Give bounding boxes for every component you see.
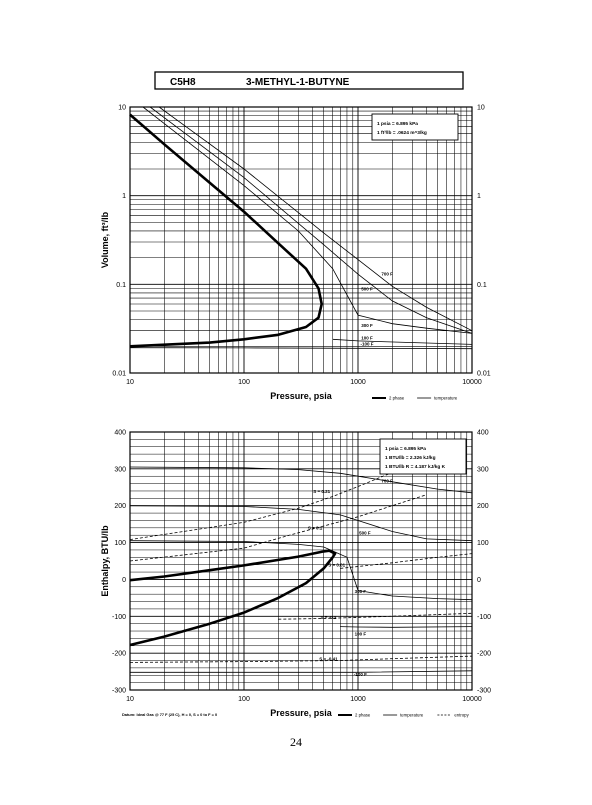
header-box: C5H8 3-METHYL-1-BUTYNE: [154, 71, 464, 90]
two-phase-dome: [129, 113, 323, 348]
y-tick-label-right: 0.1: [477, 282, 487, 289]
entropy-line: [340, 553, 473, 569]
x-axis-title: Pressure, psia: [270, 391, 333, 401]
plot-frame: [129, 106, 473, 374]
conversion-box: 1 psia = 6.895 kPa 1 ft³/lb = .0624 m^3/k…: [371, 113, 459, 141]
x-tick-label: 10: [126, 696, 134, 703]
y-tick-label-right: 100: [477, 540, 489, 547]
isotherm-line: [332, 338, 473, 345]
page-number: 24: [290, 735, 302, 749]
x-tick-label: 100: [238, 696, 250, 703]
header-frame: [154, 71, 464, 90]
y-tick-label-left: 200: [114, 503, 126, 510]
y-tick-label-right: 0.01: [477, 371, 491, 378]
isotherm-line: [129, 540, 473, 601]
datum-note: Datum: Ideal Gas @ 77 F (25 C), H = 0, S…: [122, 712, 217, 717]
x-axis-title: Pressure, psia: [270, 708, 333, 718]
line-label: S = -0.41: [319, 657, 338, 662]
y-tick-label-left: 400: [114, 430, 126, 437]
conversion-box: 1 psia = 6.895 kPa 1 BTU/lb = 2.326 kJ/kg…: [379, 438, 467, 475]
line-label: 100 F: [355, 631, 367, 636]
x-tick-label: 10000: [462, 696, 482, 703]
isotherm-line: [142, 106, 473, 334]
line-label: 700 F: [381, 272, 393, 277]
legend: 2 phase temperature: [372, 396, 458, 401]
y-tick-label-left: -300: [112, 688, 126, 695]
legend-label: 2 phase: [355, 713, 371, 718]
x-tick-label: 1000: [350, 696, 366, 703]
line-label: 300 F: [361, 323, 373, 328]
compound-label: 3-METHYL-1-BUTYNE: [246, 77, 350, 88]
line-label: S = -0.2: [320, 615, 336, 620]
y-tick-label-left: 0: [122, 577, 126, 584]
y-tick-label-right: -100: [477, 614, 491, 621]
line-label: S = 0.01: [328, 563, 345, 568]
y-tick-label-left: 300: [114, 466, 126, 473]
conversion-box-frame: [379, 438, 467, 475]
volume-chart: 10 100 1000 10000 10 10 1 1 0.1 0.1 0.01 0.01 Pressu…: [100, 105, 491, 402]
isotherm-line: [149, 106, 473, 334]
legend-label: temperature: [434, 396, 458, 401]
isotherm-line: [158, 106, 473, 332]
x-tick-label: 10000: [462, 379, 482, 386]
entropy-line: [129, 494, 427, 562]
two-phase-dome: [129, 549, 337, 647]
line-label: 500 F: [359, 530, 371, 535]
grid: [130, 432, 472, 690]
y-tick-label-left: -100: [112, 614, 126, 621]
isotherm-line: [340, 626, 473, 628]
x-tick-label: 10: [126, 379, 134, 386]
line-label: 700 F: [381, 478, 393, 483]
line-label: 500 F: [361, 287, 373, 292]
y-tick-label-right: 10: [477, 105, 485, 112]
legend: 2 phase temperature entropy: [338, 713, 470, 718]
y-axis-title: Volume, ft³/lb: [100, 211, 110, 268]
entropy-line: [129, 655, 473, 663]
y-axis-title: Enthalpy, BTU/lb: [100, 525, 110, 597]
conversion-text: 1 BTU/lb R = 4.187 kJ/kg K: [385, 464, 446, 470]
y-tick-label-left: 100: [114, 540, 126, 547]
legend-label: temperature: [400, 713, 424, 718]
formula-label: C5H8: [170, 77, 196, 88]
isotherm-line: [129, 466, 473, 494]
legend-label: 2 phase: [389, 396, 405, 401]
y-tick-label-left: 10: [118, 105, 126, 112]
y-tick-label-right: -200: [477, 651, 491, 658]
conversion-box-frame: [371, 113, 459, 141]
line-label: S = 0.21: [313, 489, 330, 494]
isotherm-line: [129, 347, 473, 350]
y-tick-label-left: 0.01: [112, 371, 126, 378]
conversion-text: 1 ft³/lb = .0624 m^3/kg: [377, 130, 427, 136]
y-tick-label-right: 200: [477, 503, 489, 510]
y-tick-label-right: 0: [477, 577, 481, 584]
entropy-line: [278, 612, 473, 620]
conversion-text: 1 psia = 6.895 kPa: [377, 121, 418, 127]
y-tick-label-right: -300: [477, 688, 491, 695]
y-tick-label-left: -200: [112, 651, 126, 658]
y-tick-label-right: 300: [477, 466, 489, 473]
y-tick-label-left: 1: [122, 193, 126, 200]
line-label: 100 F: [361, 335, 373, 340]
conversion-text: 1 psia = 6.895 kPa: [385, 446, 426, 452]
y-tick-label-left: 0.1: [116, 282, 126, 289]
grid: [130, 107, 472, 373]
line-label: -100 F: [354, 672, 367, 677]
y-tick-label-right: 1: [477, 193, 481, 200]
y-tick-label-right: 400: [477, 430, 489, 437]
line-label: -100 F: [361, 341, 374, 346]
line-label: 300 F: [355, 589, 367, 594]
x-tick-label: 100: [238, 379, 250, 386]
x-tick-label: 1000: [350, 379, 366, 386]
line-label: S = 0.1: [308, 526, 323, 531]
legend-label: entropy: [454, 713, 469, 718]
isotherm-line: [130, 670, 473, 673]
isotherm-line: [129, 505, 473, 542]
conversion-text: 1 BTU/lb = 2.326 kJ/kg: [385, 455, 436, 461]
